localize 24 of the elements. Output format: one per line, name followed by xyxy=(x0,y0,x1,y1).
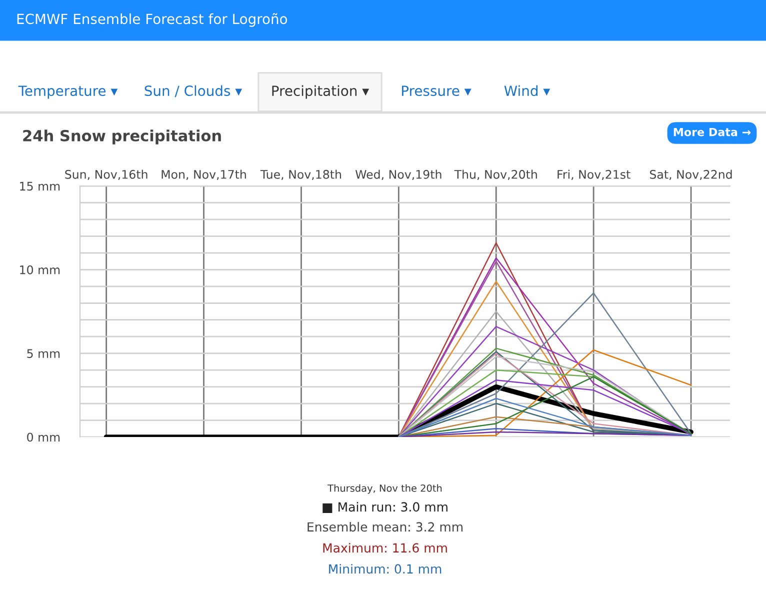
text: Ensemble mean: 3.2 mm xyxy=(308,522,462,532)
text: ECMWF Ensemble Forecast for Logroño xyxy=(17,13,288,27)
text: Maximum: 11.6 mm xyxy=(323,542,447,553)
text: More Data → xyxy=(674,128,751,136)
x-tick-label: Tue, Nov,18th xyxy=(260,170,342,180)
x-tick-label: Sun, Nov,16th xyxy=(65,170,148,180)
text: Thursday, Nov the 20th xyxy=(328,484,442,494)
y-tick-label: 15 mm xyxy=(20,182,60,191)
y-tick-label: 5 mm xyxy=(27,349,60,358)
x-tick-label: Mon, Nov,17th xyxy=(162,170,246,180)
x-tick-label: Fri, Nov,21st xyxy=(558,170,630,180)
text: Wind ▾ xyxy=(504,85,550,96)
y-tick-label: 0 mm xyxy=(27,432,60,442)
x-tick-label: Sat, Nov,22nd xyxy=(650,170,732,180)
text: Pressure ▾ xyxy=(402,86,472,96)
text: ■ Main run: 3.0 mm xyxy=(322,502,448,513)
text: Minimum: 0.1 mm xyxy=(329,564,442,574)
y-tick-label: 10 mm xyxy=(20,265,60,274)
text: Sun / Clouds ▾ xyxy=(144,85,242,98)
x-tick-label: Thu, Nov,20th xyxy=(454,170,537,180)
chart-title: 24h Snow precipitation xyxy=(23,130,221,144)
x-tick-label: Wed, Nov,19th xyxy=(355,170,442,180)
text: Temperature ▾ xyxy=(18,86,118,99)
text: Precipitation ▾ xyxy=(272,85,370,99)
